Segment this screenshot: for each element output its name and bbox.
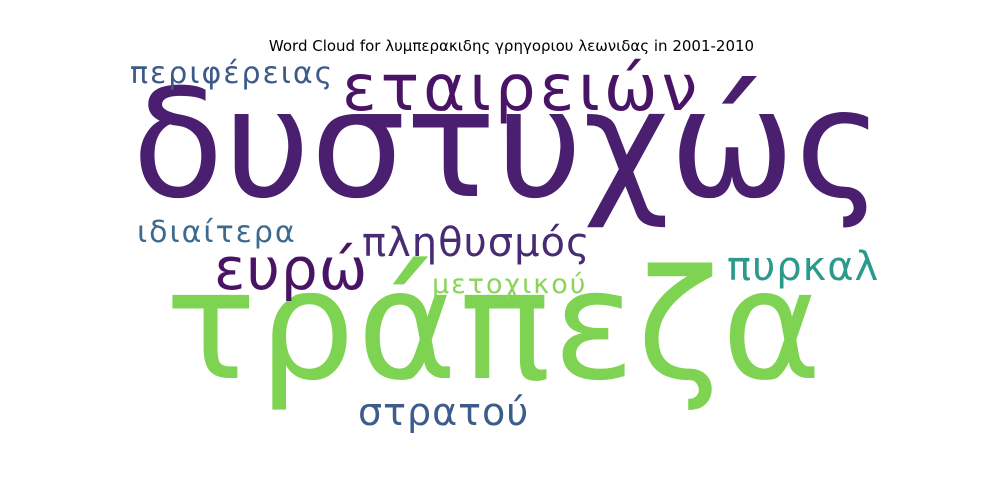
word-2: τράπεζα (165, 237, 824, 414)
word-5: πληθυσμός (362, 220, 591, 266)
word-10: μετοχικού (432, 269, 588, 300)
word-9: ιδιαίτερα (137, 215, 297, 250)
word-1: δυστυχώς (132, 58, 884, 232)
word-8: περιφέρειας (130, 56, 335, 91)
chart-title: Word Cloud for λυμπερακιδης γρηγοριου λε… (268, 37, 755, 55)
word-3: εταιρειών (342, 52, 702, 126)
word-4: ευρώ (214, 235, 369, 303)
word-6: πυρκαλ (727, 244, 880, 290)
word-7: στρατού (358, 390, 530, 434)
